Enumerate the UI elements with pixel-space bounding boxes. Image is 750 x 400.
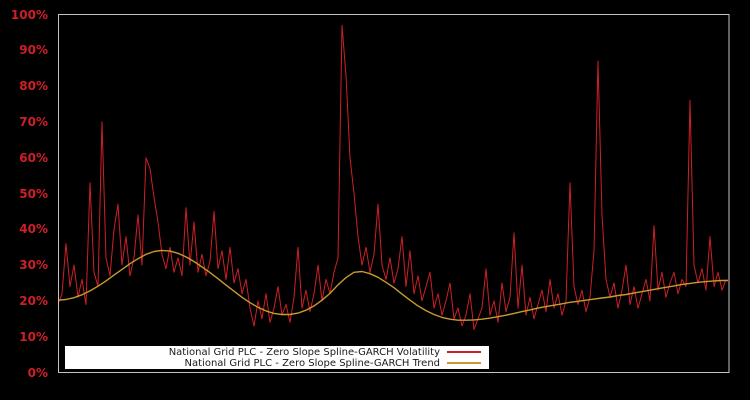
legend-label-volatility: National Grid PLC - Zero Slope Spline-GA… [168,346,440,358]
y-axis-tick-label: 10% [19,329,48,344]
plot-frame [58,14,730,373]
legend-label-trend: National Grid PLC - Zero Slope Spline-GA… [184,357,440,369]
y-axis-tick-label: 60% [19,150,48,165]
y-axis-tick-label: 80% [19,79,48,94]
trend-line-series [57,249,728,321]
legend: National Grid PLC - Zero Slope Spline-GA… [65,346,489,369]
legend-line-swatch-volatility [447,351,481,353]
y-axis-tick-label: 30% [19,258,48,273]
y-axis-tick-label: 70% [19,114,48,129]
legend-line-swatch-trend [447,362,481,364]
y-axis-labels: 0% 10% 20% 30% 40% 50% 60% 70% 80% 90% 100% [0,0,48,400]
y-axis-tick-label: 50% [19,186,48,201]
legend-item-trend: National Grid PLC - Zero Slope Spline-GA… [65,358,481,369]
volatility-line-series [57,24,727,330]
y-axis-tick-label: 20% [19,293,48,308]
legend-item-volatility: National Grid PLC - Zero Slope Spline-GA… [65,347,481,358]
y-axis-tick-label: 40% [19,222,48,237]
y-axis-tick-label: 90% [19,43,48,58]
y-axis-tick-label: 0% [27,365,48,380]
y-axis-tick-label: 100% [10,7,48,22]
